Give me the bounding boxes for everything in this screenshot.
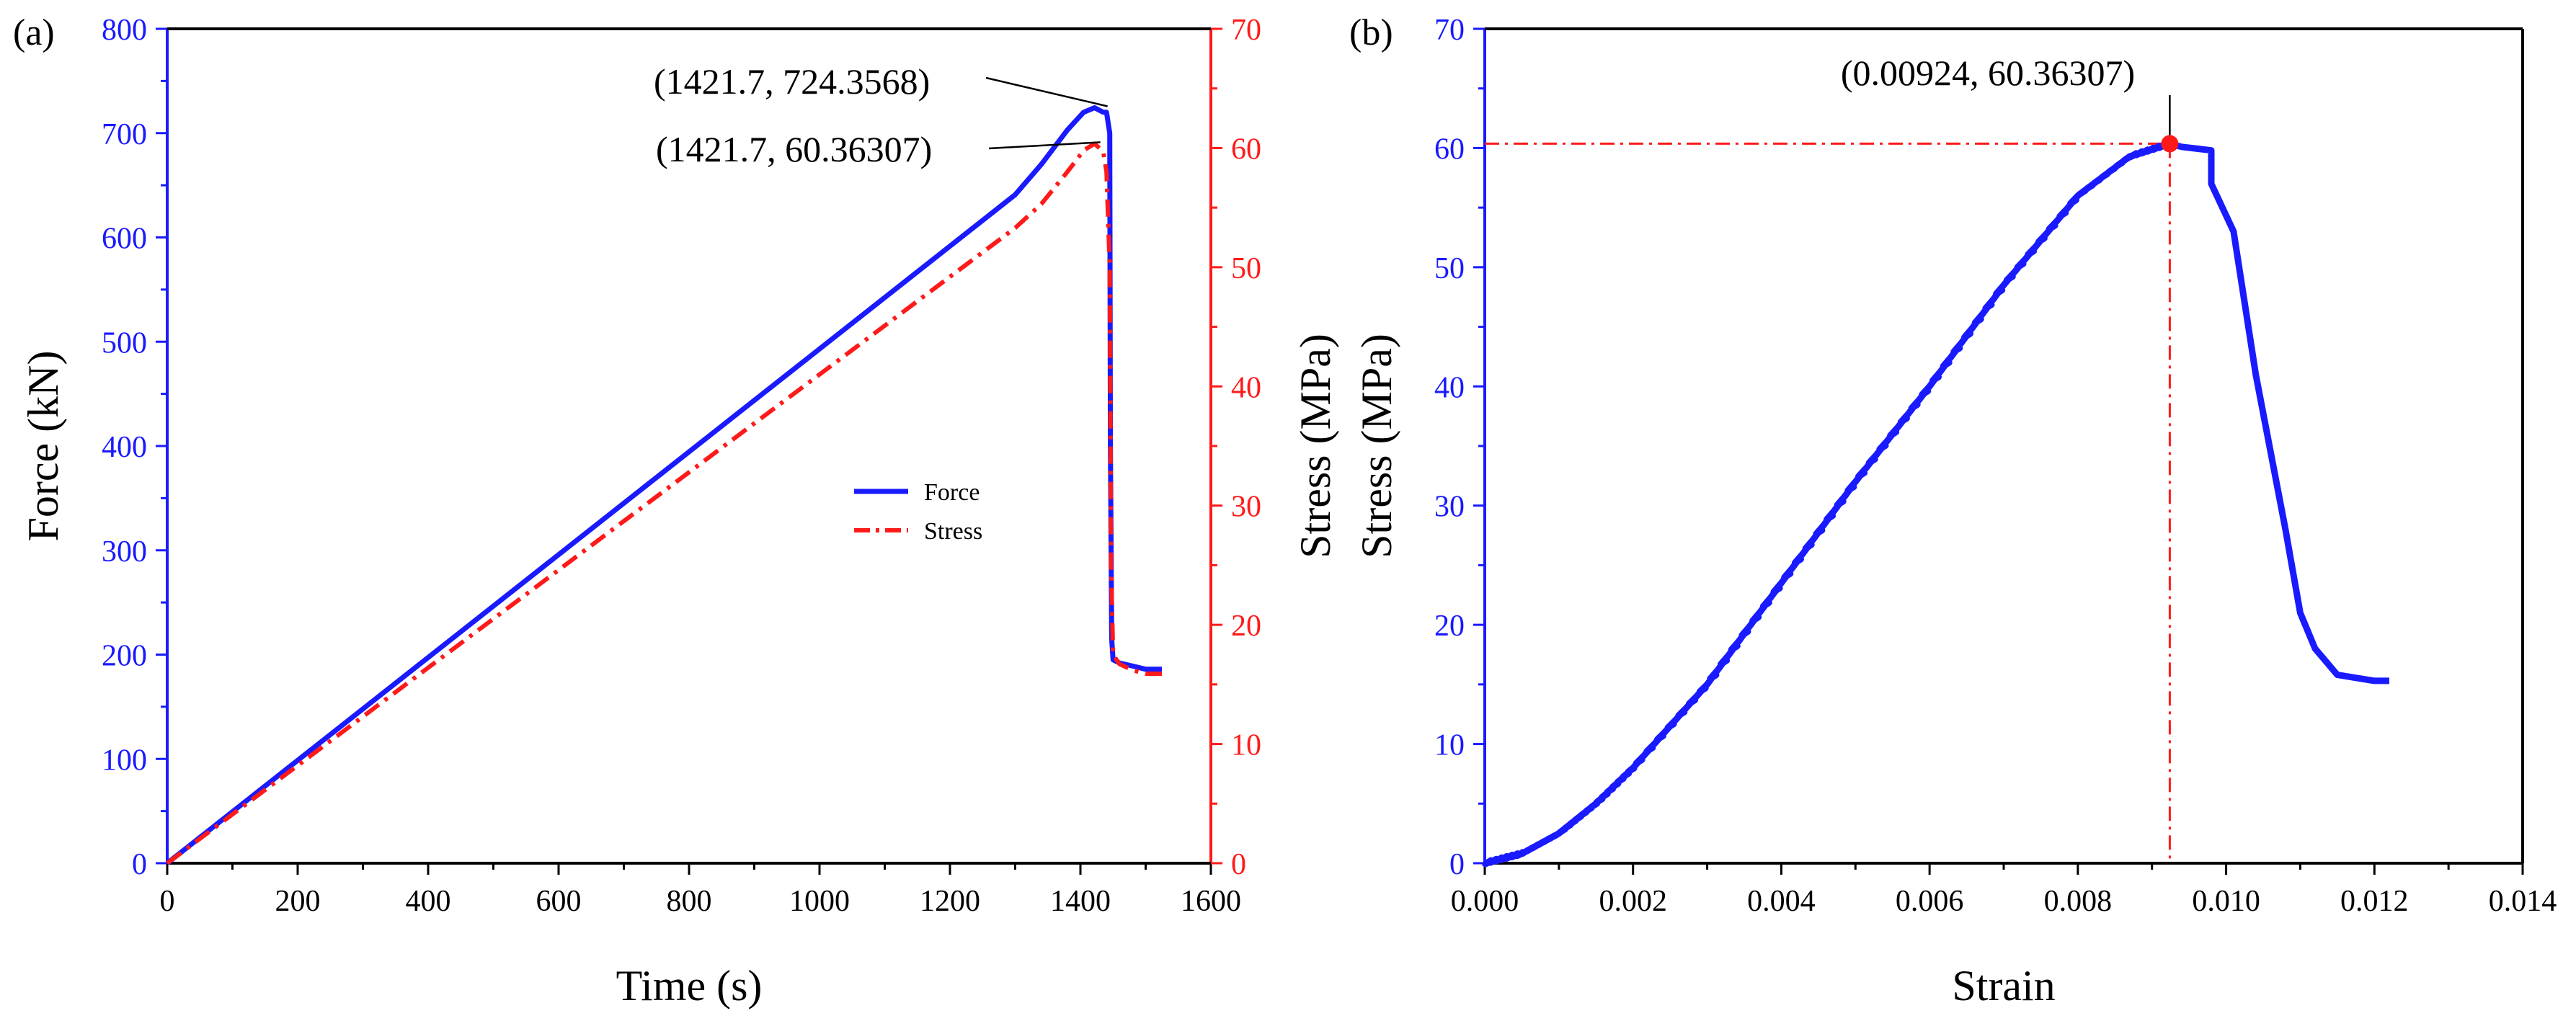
- panel-a-label: (a): [13, 12, 55, 53]
- force-line: [165, 105, 1163, 865]
- y-tick-label: 700: [102, 118, 147, 151]
- y-right-tick-label: 50: [1231, 252, 1261, 285]
- stress-line: [166, 141, 1163, 865]
- x-tick-label: 0.000: [1451, 885, 1519, 918]
- panel-b-ticks: 0.000 0.002 0.004 0.006 0.008 0.010 0.012 0.014…: [1434, 14, 2557, 918]
- y-tick-label: 400: [102, 431, 147, 464]
- y-tick-label: 70: [1434, 14, 1465, 47]
- y-tick-label: 500: [102, 326, 147, 360]
- y-tick-label: 60: [1434, 133, 1465, 166]
- panel-a-ylabel-right: Stress (MPa): [1292, 334, 1339, 558]
- panel-b-label: (b): [1349, 12, 1393, 53]
- y-tick-label: 600: [102, 223, 147, 256]
- force-peak-annotation: (1421.7, 724.3568): [654, 61, 930, 102]
- legend-force-label: Force: [924, 479, 980, 506]
- x-tick-label: 0.008: [2044, 885, 2113, 918]
- y-tick-label: 50: [1434, 252, 1465, 285]
- y-right-tick-label: 0: [1231, 848, 1246, 881]
- x-tick-label: 0.004: [1747, 885, 1816, 918]
- y-tick-label: 100: [102, 744, 147, 777]
- x-tick-label: 200: [275, 885, 321, 918]
- y-tick-label: 800: [102, 14, 147, 47]
- legend-stress-label: Stress: [924, 518, 982, 545]
- y-tick-label: 200: [102, 640, 147, 673]
- y-tick-label: 30: [1434, 491, 1465, 524]
- y-tick-label: 0: [132, 848, 147, 881]
- panel-a: (a) 0 200 400 600 800 1000 1200 1400 16000100200…: [13, 12, 1339, 1009]
- y-right-tick-label: 60: [1231, 133, 1261, 166]
- x-tick-label: 0.006: [1896, 885, 1964, 918]
- x-tick-label: 1200: [920, 885, 980, 918]
- panel-a-ticks: 0 200 400 600 800 1000 1200 1400 160001002003004…: [102, 14, 1261, 918]
- stress-peak-leader: [988, 141, 1101, 150]
- panel-b-xlabel: Strain: [1952, 962, 2055, 1009]
- x-tick-label: 400: [406, 885, 451, 918]
- x-tick-label: 1400: [1050, 885, 1111, 918]
- y-right-tick-label: 30: [1231, 491, 1261, 524]
- x-tick-label: 0.012: [2340, 885, 2409, 918]
- x-tick-label: 800: [667, 885, 712, 918]
- x-tick-label: 0.010: [2192, 885, 2260, 918]
- stress-peak-annotation: (1421.7, 60.36307): [656, 129, 932, 169]
- panel-b: (b) 0.000 0.002 0.004 0.006 0.008 0.010 0.012 0…: [1349, 12, 2557, 1009]
- y-right-tick-label: 40: [1231, 371, 1261, 404]
- x-tick-label: 600: [536, 885, 582, 918]
- panel-a-xlabel: Time (s): [616, 962, 763, 1009]
- panel-a-ylabel: Force (kN): [19, 351, 67, 542]
- x-tick-label: 0: [160, 885, 175, 918]
- y-right-tick-label: 10: [1231, 729, 1261, 762]
- y-right-tick-label: 70: [1231, 14, 1261, 47]
- stress-strain-curve: [1482, 139, 2389, 868]
- y-right-tick-label: 20: [1231, 610, 1261, 643]
- y-tick-label: 40: [1434, 371, 1465, 404]
- x-tick-label: 0.002: [1599, 885, 1667, 918]
- panel-b-ylabel: Stress (MPa): [1353, 334, 1400, 558]
- x-tick-label: 1600: [1181, 885, 1241, 918]
- y-tick-label: 20: [1434, 610, 1465, 643]
- x-tick-label: 1000: [789, 885, 850, 918]
- force-peak-leader: [985, 76, 1108, 107]
- y-tick-label: 10: [1434, 729, 1465, 762]
- panel-a-legend: Force Stress: [854, 479, 982, 545]
- peak-annotation: (0.00924, 60.36307): [1841, 53, 2135, 93]
- peak-marker: [2161, 135, 2179, 153]
- y-tick-label: 300: [102, 535, 147, 569]
- y-tick-label: 0: [1449, 848, 1465, 881]
- x-tick-label: 0.014: [2489, 885, 2557, 918]
